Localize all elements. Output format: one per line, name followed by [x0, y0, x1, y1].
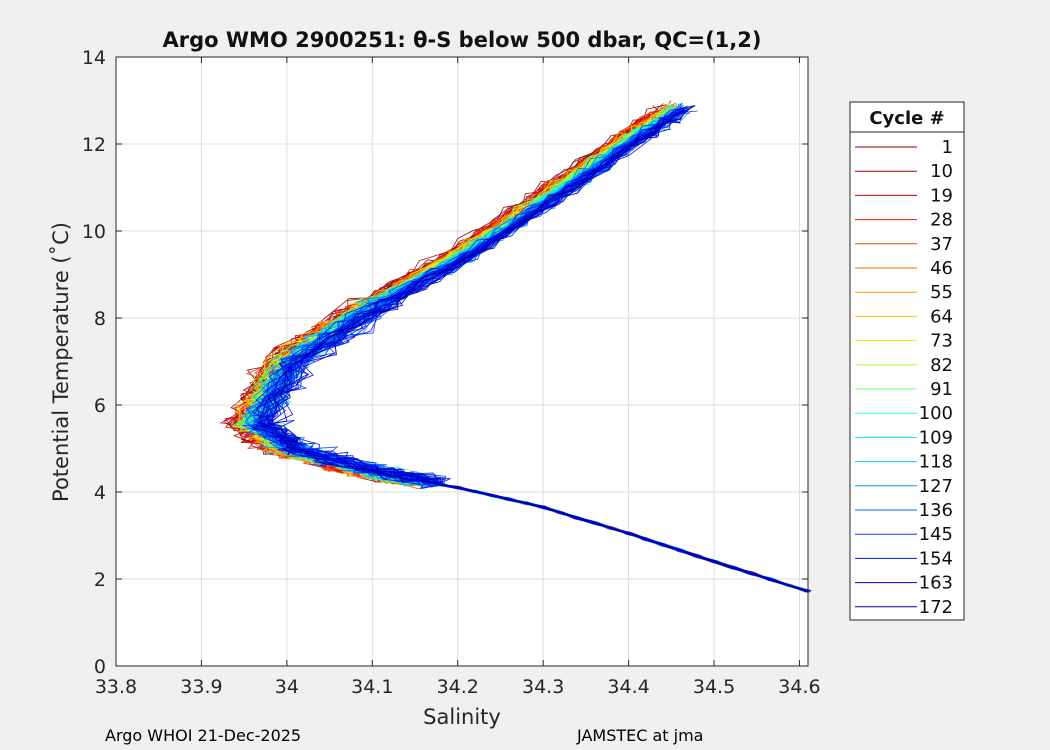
legend-label: 100 — [919, 403, 953, 424]
y-tick-label: 8 — [94, 308, 106, 330]
chart-title: Argo WMO 2900251: θ-S below 500 dbar, QC… — [163, 28, 762, 52]
profile-series — [219, 100, 812, 593]
legend-label: 154 — [919, 548, 953, 569]
legend: Cycle # 1 10 19 28 37 46 55 64 73 82 91 100 109 118 12… — [849, 101, 965, 621]
legend-label: 10 — [930, 161, 953, 182]
y-axis-ticks: 0 2 4 6 8 10 12 14 — [82, 47, 808, 678]
x-tick-label: 34.1 — [351, 676, 393, 698]
y-tick-label: 12 — [82, 134, 106, 156]
y-tick-label: 0 — [94, 656, 106, 678]
legend-label: 64 — [930, 306, 953, 327]
legend-label: 37 — [930, 234, 953, 255]
legend-label: 163 — [919, 573, 953, 594]
x-tick-label: 34.3 — [522, 676, 564, 698]
y-tick-label: 10 — [82, 221, 106, 243]
legend-label: 127 — [919, 476, 953, 497]
x-tick-label: 33.8 — [95, 676, 137, 698]
legend-label: 55 — [930, 282, 953, 303]
x-tick-label: 34.4 — [607, 676, 649, 698]
y-tick-label: 2 — [94, 569, 106, 591]
legend-label: 172 — [919, 597, 953, 618]
legend-box — [849, 101, 965, 621]
legend-label: 145 — [919, 524, 953, 545]
legend-label: 19 — [930, 185, 953, 206]
legend-label: 136 — [919, 500, 953, 521]
x-axis-ticks: 33.8 33.9 34 34.1 34.2 34.3 34.4 34.5 34.6 — [95, 57, 821, 698]
legend-label: 46 — [930, 258, 953, 279]
y-tick-label: 4 — [94, 482, 106, 504]
plot-area[interactable] — [116, 57, 808, 666]
x-tick-label: 34.6 — [778, 676, 820, 698]
x-axis-label: Salinity — [423, 705, 501, 729]
legend-title: Cycle # — [869, 108, 944, 129]
legend-label: 82 — [930, 355, 953, 376]
legend-label: 91 — [930, 379, 953, 400]
y-tick-label: 14 — [82, 47, 106, 69]
x-tick-label: 34.5 — [693, 676, 735, 698]
legend-label: 1 — [942, 137, 953, 158]
x-tick-label: 34 — [275, 676, 299, 698]
footer-right: JAMSTEC at jma — [577, 726, 704, 745]
legend-label: 73 — [930, 331, 953, 352]
plot-frame — [115, 56, 809, 667]
profile-line — [251, 105, 809, 593]
legend-label: 109 — [919, 427, 953, 448]
footer-left: Argo WHOI 21-Dec-2025 — [105, 726, 302, 745]
x-tick-label: 33.9 — [180, 676, 222, 698]
x-tick-label: 34.2 — [437, 676, 479, 698]
y-axis-label: Potential Temperature (˚C) — [49, 222, 73, 502]
legend-label: 28 — [930, 210, 953, 231]
legend-entries: 1 10 19 28 37 46 55 64 73 82 91 100 109 118 127 136 145 1… — [855, 137, 953, 618]
legend-label: 118 — [919, 452, 953, 473]
y-tick-label: 6 — [94, 395, 106, 417]
